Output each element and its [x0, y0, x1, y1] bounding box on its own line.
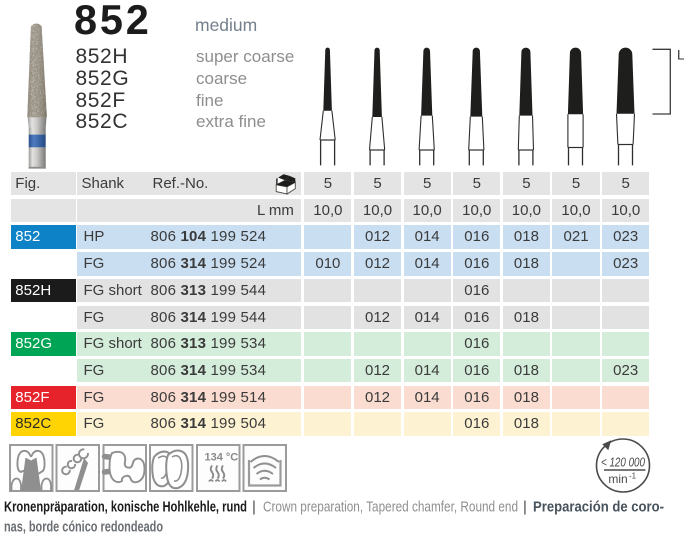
svg-text:nas, borde cónico redondeado: nas, borde cónico redondeado [4, 519, 163, 536]
svg-text:< 120 000: < 120 000 [601, 456, 645, 470]
svg-text:min: min [608, 472, 627, 486]
svg-text:134 °C: 134 °C [205, 452, 239, 464]
svg-text:|: | [523, 499, 527, 516]
svg-text:L: L [677, 48, 685, 63]
svg-text:Crown preparation, Tapered cha: Crown preparation, Tapered chamfer, Roun… [263, 499, 518, 516]
svg-text:Preparación de coro-: Preparación de coro- [533, 499, 664, 516]
svg-text:Kronenpräparation, konische Ho: Kronenpräparation, konische Hohlkehle, r… [4, 499, 247, 516]
svg-text:-1: -1 [629, 472, 637, 481]
svg-text:|: | [252, 499, 256, 516]
